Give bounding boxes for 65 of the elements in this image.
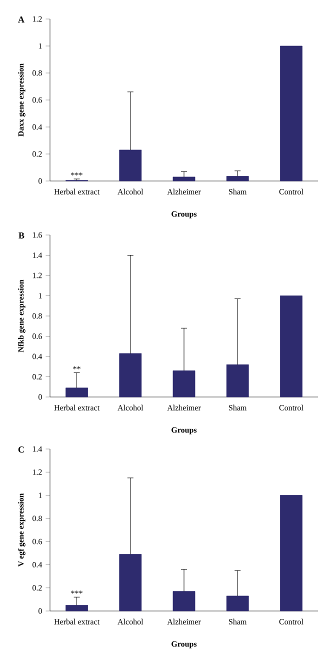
y-tick-label: 1.2 xyxy=(32,469,42,475)
y-tick-label: 1.2 xyxy=(32,16,42,22)
y-tick-label: 0.2 xyxy=(32,374,42,380)
bar xyxy=(226,364,249,398)
y-tick-label: 1.6 xyxy=(32,232,42,238)
bar xyxy=(172,370,196,398)
bar xyxy=(66,605,88,612)
bar xyxy=(280,46,302,182)
y-tick-label: 0 xyxy=(38,178,42,184)
x-axis-title: Groups xyxy=(172,427,197,434)
x-tick-label: Alcohol xyxy=(118,404,144,410)
x-axis-title: Groups xyxy=(172,211,197,218)
y-tick-label: 1.4 xyxy=(32,252,42,258)
x-tick-label: Sham xyxy=(229,188,247,194)
y-tick-label: 0.4 xyxy=(32,354,42,360)
chart-title: C xyxy=(18,446,24,453)
annotation: ** xyxy=(73,366,80,370)
annotation: *** xyxy=(71,172,82,176)
x-tick-label: Herbal extract xyxy=(54,618,100,624)
bar xyxy=(280,495,302,612)
y-tick-label: 1.4 xyxy=(32,446,42,452)
y-axis-title: Nfkb gene expression xyxy=(18,280,26,352)
x-tick-label: Sham xyxy=(229,404,247,410)
x-tick-label: Alzheimer xyxy=(167,188,201,194)
y-axis-title: V egf gene expression xyxy=(18,493,26,567)
y-tick-label: 0 xyxy=(38,394,42,400)
bar xyxy=(226,176,249,182)
y-tick-label: 1.2 xyxy=(32,272,42,278)
x-tick-label: Alcohol xyxy=(118,188,144,194)
x-tick-label: Alcohol xyxy=(118,618,144,624)
x-tick-label: Control xyxy=(279,618,304,624)
x-axis-title: Groups xyxy=(172,641,197,648)
y-tick-label: 1 xyxy=(38,43,42,49)
bar xyxy=(119,150,142,182)
bar xyxy=(66,388,88,398)
bar xyxy=(226,596,249,612)
bar xyxy=(280,296,302,398)
x-tick-label: Alzheimer xyxy=(167,404,201,410)
y-tick-label: 0.8 xyxy=(32,313,42,319)
x-tick-label: Sham xyxy=(229,618,247,624)
bar xyxy=(172,591,196,612)
y-tick-label: 0.4 xyxy=(32,562,42,568)
bar xyxy=(119,353,142,398)
y-tick-label: 1 xyxy=(38,492,42,498)
y-tick-label: 0 xyxy=(38,608,42,614)
y-tick-label: 0.4 xyxy=(32,124,42,130)
bar xyxy=(119,554,142,612)
y-tick-label: 0.6 xyxy=(32,538,42,544)
x-tick-label: Control xyxy=(279,404,304,410)
y-tick-label: 0.8 xyxy=(32,70,42,76)
y-axis-title: Daxx gene expression xyxy=(18,64,26,136)
y-tick-label: 0.6 xyxy=(32,334,42,339)
chart-title: B xyxy=(18,232,24,238)
chart-title: A xyxy=(18,16,24,22)
x-tick-label: Alzheimer xyxy=(167,618,201,624)
y-tick-label: 1 xyxy=(38,293,42,298)
bar xyxy=(172,176,196,182)
y-tick-label: 0.8 xyxy=(32,516,42,522)
y-tick-label: 0.2 xyxy=(32,151,42,157)
y-tick-label: 0.2 xyxy=(32,585,42,591)
x-tick-label: Herbal extract xyxy=(54,404,100,410)
x-tick-label: Control xyxy=(279,188,304,194)
y-tick-label: 0.6 xyxy=(32,97,42,103)
annotation: *** xyxy=(71,590,82,594)
x-tick-label: Herbal extract xyxy=(54,188,100,194)
